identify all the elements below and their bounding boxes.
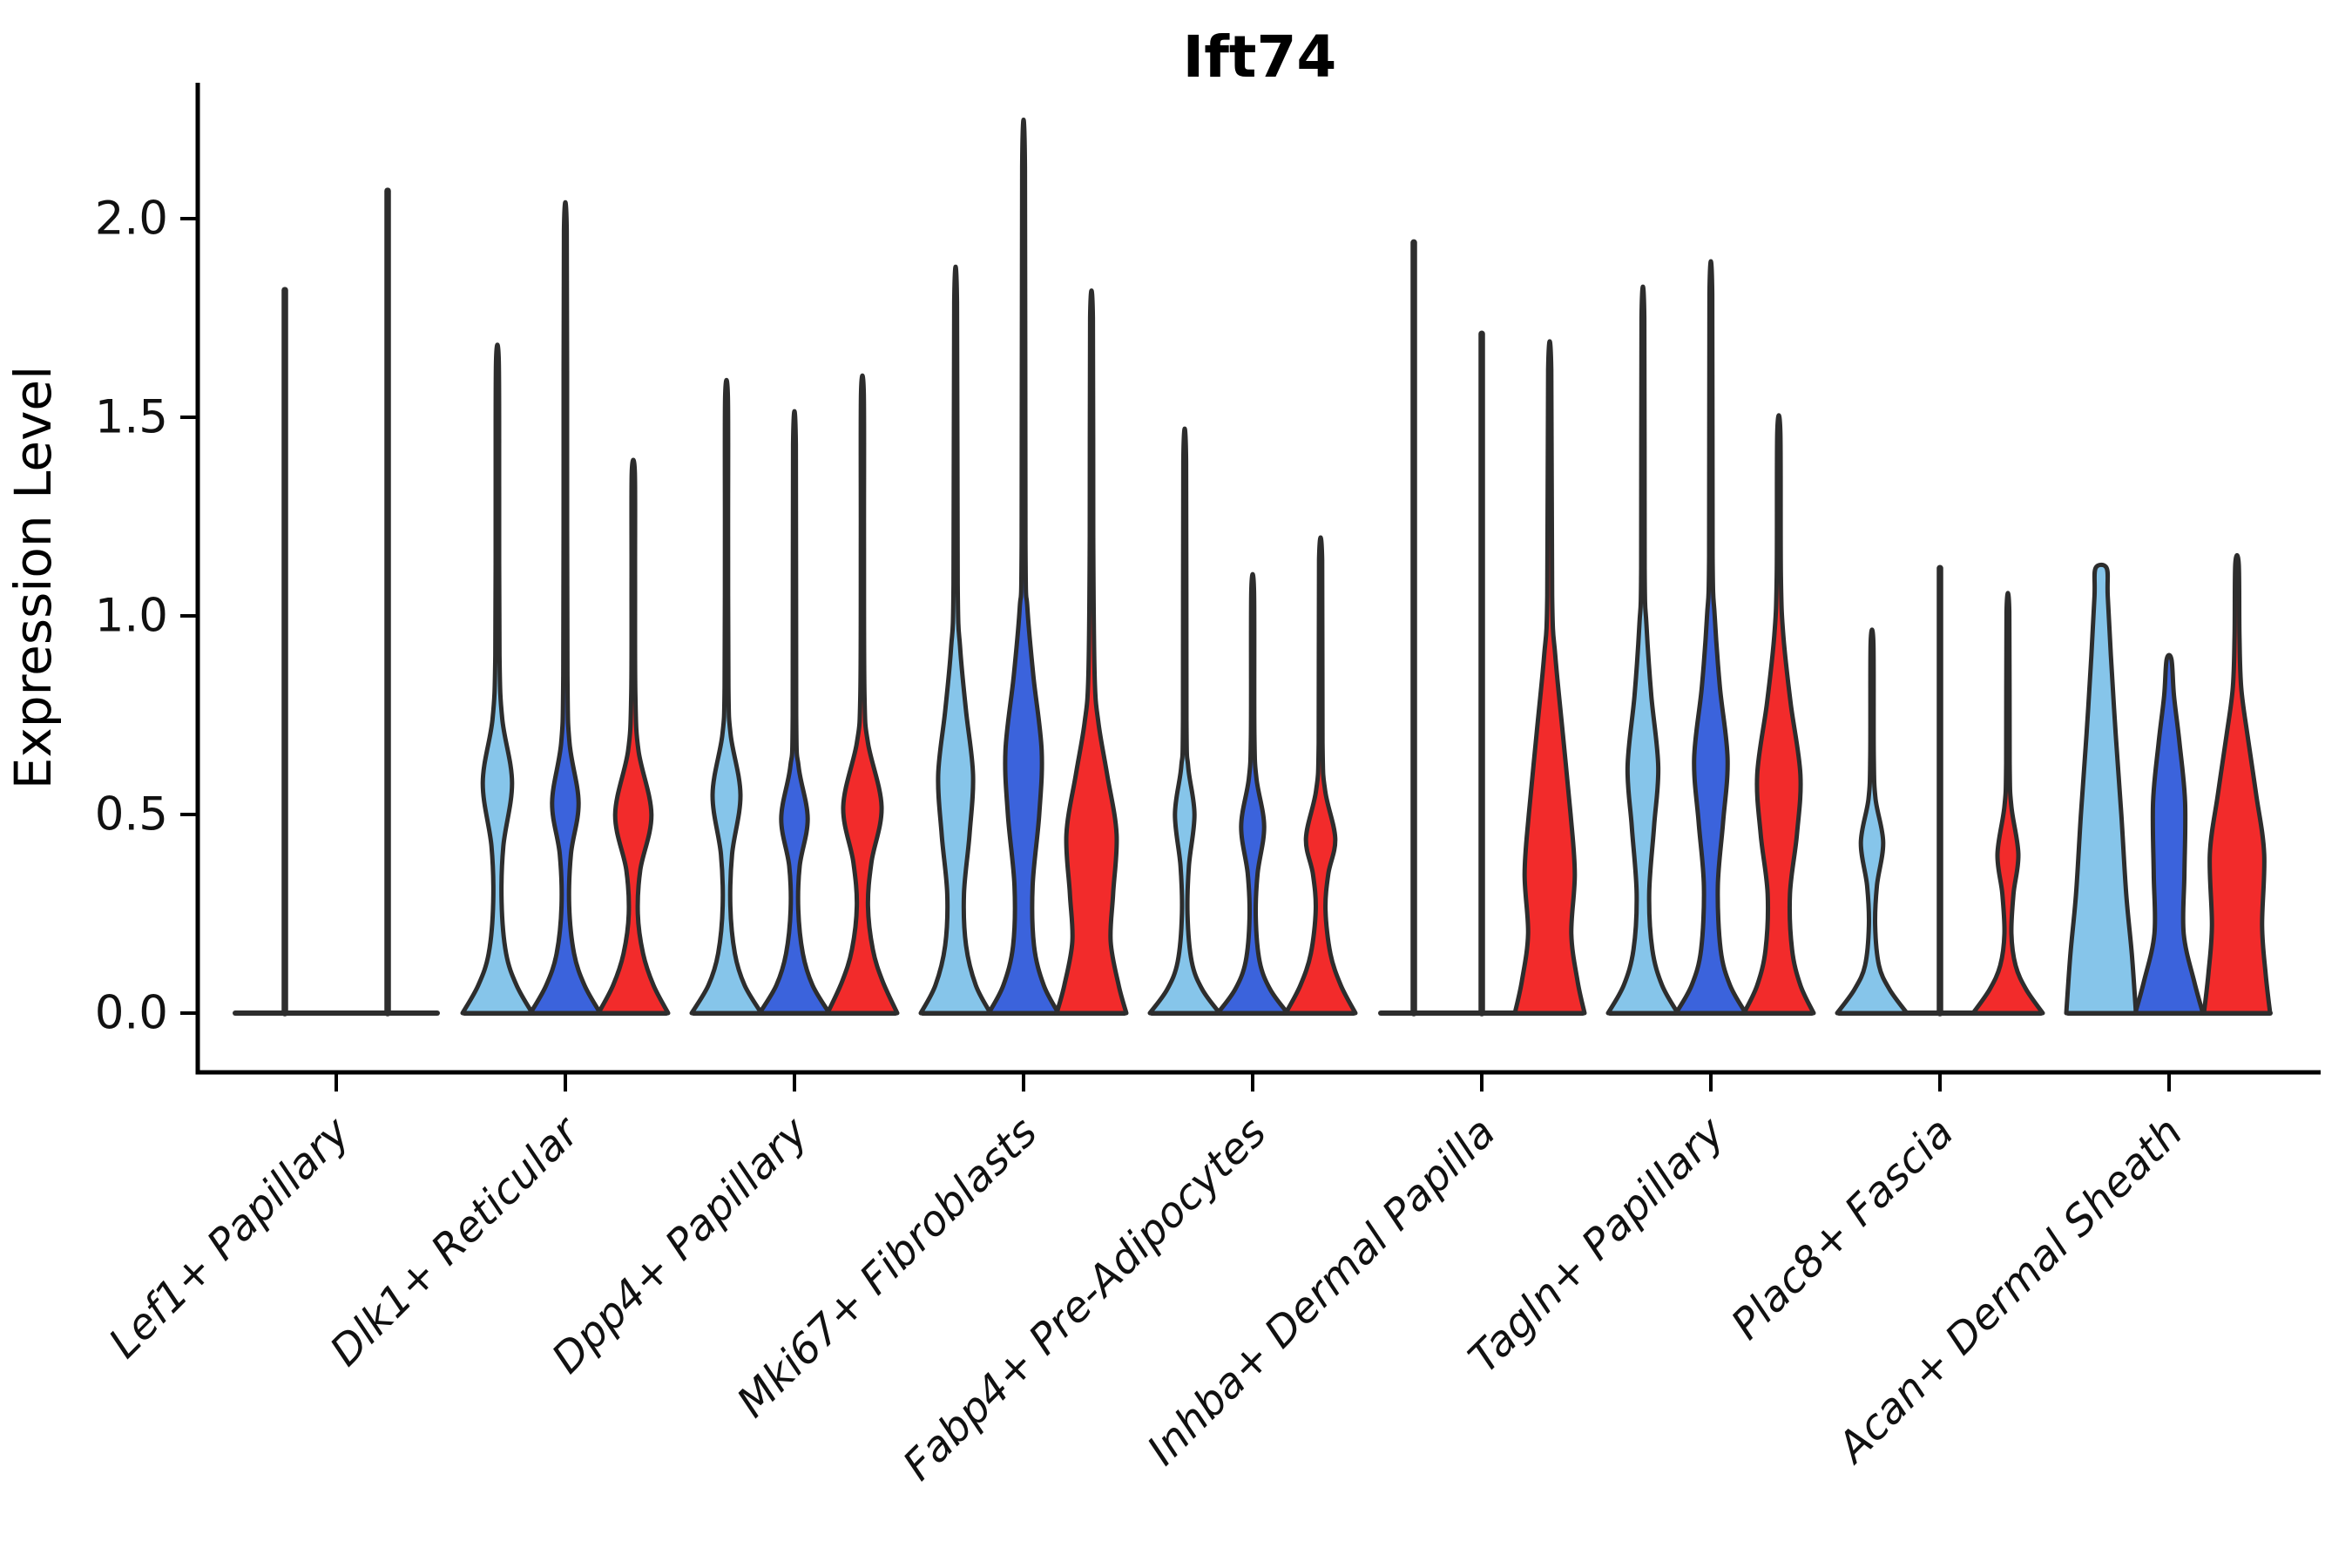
y-tick-label: 0.5: [95, 788, 168, 841]
violin-plac8-fascia-light_blue: [1835, 627, 1909, 1016]
violin-mki67-fibroblasts-red: [1054, 288, 1129, 1016]
violin-inhba-dermal-papilla-red: [1512, 339, 1587, 1016]
violin-acan-dermal-sheath-dark_blue: [2132, 652, 2206, 1016]
violin-fabp4-pre-adipocytes-dark_blue: [1215, 571, 1290, 1016]
violin-tagln-papillary-red: [1741, 413, 1816, 1016]
x-tick-label-fabp4-pre-adipocytes: Fabp4+ Pre-Adipocytes: [894, 1108, 1276, 1490]
x-tick-label-plac8-fascia: Plac8+ Fascia: [1722, 1108, 1963, 1349]
violin-fabp4-pre-adipocytes-light_blue: [1147, 426, 1222, 1016]
violins-layer: [233, 118, 2273, 1017]
violin-dlk1-reticular-red: [596, 457, 671, 1016]
y-tick-label: 1.0: [95, 590, 168, 643]
y-tick-label: 2.0: [95, 193, 168, 246]
x-tick-label-dpp4-papillary: Dpp4+ Papillary: [543, 1107, 818, 1382]
violin-dlk1-reticular-dark_blue: [528, 199, 603, 1016]
violin-tagln-papillary-dark_blue: [1673, 259, 1748, 1016]
x-tick-label-lef1-papillary: Lef1+ Papillary: [99, 1107, 360, 1368]
violin-dpp4-papillary-light_blue: [689, 377, 764, 1016]
chart-title: Ift74: [1183, 24, 1337, 91]
y-tick-label: 0.0: [95, 987, 168, 1040]
violin-plac8-fascia-red: [1970, 591, 2045, 1016]
violin-dlk1-reticular-light_blue: [460, 342, 535, 1016]
violin-mki67-fibroblasts-dark_blue: [986, 118, 1061, 1016]
violin-mki67-fibroblasts-light_blue: [918, 265, 993, 1016]
violin-acan-dermal-sheath-light_blue: [2064, 562, 2139, 1016]
x-tick-label-tagln-papillary: Tagln+ Papillary: [1459, 1107, 1734, 1382]
violin-dpp4-papillary-dark_blue: [757, 409, 832, 1016]
violin-acan-dermal-sheath-red: [2201, 552, 2273, 1016]
violin-tagln-papillary-light_blue: [1605, 284, 1680, 1016]
x-tick-label-dlk1-reticular: Dlk1+ Reticular: [321, 1106, 591, 1376]
y-axis-label: Expression Level: [3, 366, 63, 789]
y-tick-label: 1.5: [95, 391, 168, 444]
violin-dpp4-papillary-red: [825, 373, 900, 1016]
violin-fabp4-pre-adipocytes-red: [1283, 535, 1358, 1016]
